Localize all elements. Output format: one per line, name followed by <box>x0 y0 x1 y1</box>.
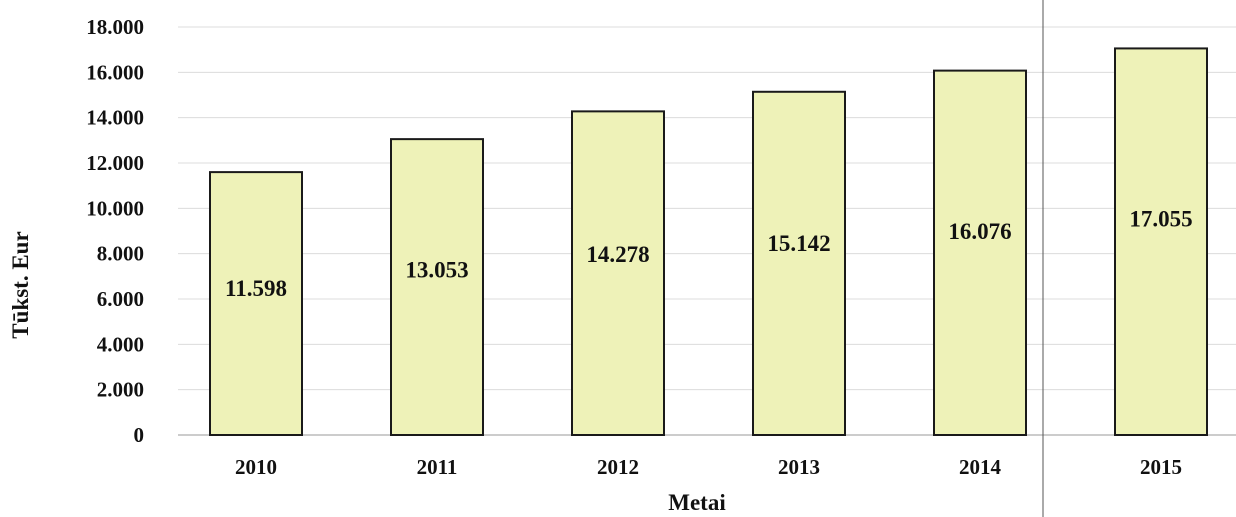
x-tick-label: 2013 <box>778 455 820 479</box>
y-tick-label: 16.000 <box>86 60 144 84</box>
bar-value-label: 11.598 <box>225 276 287 301</box>
y-tick-label: 8.000 <box>97 242 144 266</box>
y-axis-title: Tūkst. Eur <box>8 231 33 338</box>
bar-value-label: 14.278 <box>586 242 649 267</box>
x-tick-label: 2010 <box>235 455 277 479</box>
bar-2014 <box>933 69 1027 437</box>
x-tick-label: 2011 <box>417 455 458 479</box>
y-tick-label: 18.000 <box>86 15 144 39</box>
bar-2015 <box>1114 47 1208 436</box>
y-tick-label: 2.000 <box>97 378 144 402</box>
bar-value-label: 17.055 <box>1129 207 1192 232</box>
bar-2010 <box>209 171 303 436</box>
x-tick-label: 2012 <box>597 455 639 479</box>
y-tick-label: 0 <box>134 423 145 447</box>
y-tick-label: 10.000 <box>86 196 144 220</box>
x-axis-ticks: 2010 2011 2012 2013 2014 2015 <box>235 455 1182 479</box>
bar-2011 <box>390 138 484 437</box>
y-tick-label: 14.000 <box>86 106 144 130</box>
bar-value-labels: 11.598 13.053 14.278 15.142 16.076 17.055 <box>225 207 1193 301</box>
y-tick-label: 12.000 <box>86 151 144 175</box>
bar-value-label: 16.076 <box>948 219 1011 244</box>
x-axis-title: Metai <box>668 490 726 515</box>
bar-2012 <box>571 110 665 437</box>
y-axis-ticks: 0 2.000 4.000 6.000 8.000 10.000 12.000 14.000 1… <box>86 15 144 447</box>
y-tick-label: 6.000 <box>97 287 144 311</box>
bars <box>209 47 1208 437</box>
x-tick-label: 2014 <box>959 455 1002 479</box>
gridlines <box>178 26 1236 436</box>
bar-value-label: 15.142 <box>767 231 830 256</box>
x-tick-label: 2015 <box>1140 455 1182 479</box>
y-tick-label: 4.000 <box>97 332 144 356</box>
bar-value-label: 13.053 <box>405 257 468 282</box>
bar-2013 <box>752 90 846 436</box>
